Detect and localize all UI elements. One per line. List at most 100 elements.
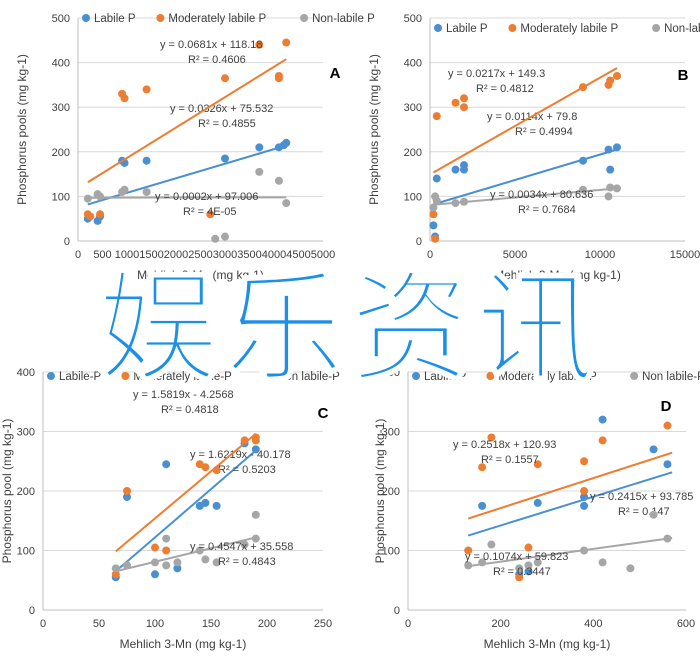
y-tick-label: 500 xyxy=(52,13,70,25)
data-point xyxy=(151,558,159,567)
legend-label: Moderately labile-P xyxy=(133,371,232,383)
trend-r-squared: R² = 0.4855 xyxy=(198,118,256,130)
data-point xyxy=(451,165,460,174)
y-tick-label: 0 xyxy=(416,236,422,248)
y-tick-label: 100 xyxy=(382,546,400,558)
data-point xyxy=(251,534,260,543)
data-point xyxy=(111,570,120,579)
legend-marker xyxy=(412,372,420,380)
data-point xyxy=(255,167,264,176)
data-point xyxy=(274,74,283,83)
data-point xyxy=(142,85,151,94)
trend-equation: y = 0.0217x + 149.3 xyxy=(448,68,545,80)
data-point xyxy=(142,156,151,165)
data-point xyxy=(598,415,607,424)
data-point xyxy=(606,165,615,174)
legend-label: Non labile-P xyxy=(277,371,340,383)
data-point xyxy=(96,210,105,219)
panel-label: B xyxy=(678,67,689,84)
data-point xyxy=(251,445,260,454)
x-tick-label: 2500 xyxy=(188,249,212,261)
data-point xyxy=(515,573,524,582)
data-point xyxy=(123,561,131,570)
data-point xyxy=(626,564,635,573)
trend-r-squared: R² = 0.1557 xyxy=(481,454,539,466)
y-axis-label: Phosphorus pool (mg kg-1) xyxy=(373,419,387,564)
x-tick-label: 50 xyxy=(93,618,105,630)
data-point xyxy=(580,492,589,501)
legend-label: Labile-P xyxy=(59,371,102,383)
panel-label: A xyxy=(330,65,341,82)
x-axis-label: Mehlich 3-Mn (mg kg-1) xyxy=(484,637,611,651)
data-point xyxy=(460,165,468,174)
y-tick-label: 300 xyxy=(382,427,400,439)
trendline xyxy=(115,432,257,553)
trend-r-squared: R² = 0.4994 xyxy=(515,126,573,138)
trend-equation: y = 0.2518x + 120.93 xyxy=(453,439,556,451)
data-point xyxy=(151,570,159,579)
data-point xyxy=(96,192,105,201)
trend-r-squared: R² = 0.5203 xyxy=(218,464,276,476)
x-tick-label: 500 xyxy=(93,249,111,261)
legend-label: Moderately labile P xyxy=(168,13,266,25)
data-point xyxy=(524,561,533,570)
y-tick-label: 0 xyxy=(29,605,35,617)
data-point xyxy=(151,543,159,552)
legend-label: Non labile-P xyxy=(642,371,700,383)
data-point xyxy=(432,112,441,121)
data-point xyxy=(580,546,589,555)
data-point xyxy=(240,540,249,549)
data-point xyxy=(221,74,229,83)
trend-r-squared: R² = 0.3447 xyxy=(493,566,551,578)
data-point xyxy=(613,71,621,80)
data-point xyxy=(206,210,215,219)
x-tick-label: 5000 xyxy=(311,249,335,261)
legend-label: Labile P xyxy=(94,13,136,25)
y-tick-label: 0 xyxy=(64,236,70,248)
x-tick-label: 0 xyxy=(40,618,46,630)
data-point xyxy=(162,534,171,543)
data-point xyxy=(613,143,621,152)
data-point xyxy=(123,487,131,495)
x-axis-label: Mehlich 3-Mn (mg kg-1) xyxy=(494,268,621,282)
legend-marker xyxy=(434,24,442,32)
data-point xyxy=(274,176,283,185)
y-tick-label: 100 xyxy=(52,191,70,203)
data-point xyxy=(451,199,460,208)
chart-panel-d: 0 100 200 300 400 0 200 400 600 Mehlich 3-Mn (mg … xyxy=(373,367,700,651)
data-point xyxy=(255,40,264,49)
x-tick-label: 3500 xyxy=(237,249,261,261)
trend-r-squared: R² = 0.4818 xyxy=(161,404,219,416)
data-point xyxy=(604,145,613,154)
x-tick-label: 4000 xyxy=(262,249,286,261)
legend-marker xyxy=(47,372,55,380)
data-point xyxy=(606,76,615,85)
trend-r-squared: R² = 0.7684 xyxy=(518,204,576,216)
data-point xyxy=(487,540,496,549)
x-tick-label: 2000 xyxy=(164,249,188,261)
data-point xyxy=(251,436,260,445)
data-point xyxy=(201,498,210,507)
data-point xyxy=(432,196,441,205)
trend-r-squared: R² = 0.147 xyxy=(618,506,670,518)
data-point xyxy=(111,564,120,573)
data-point xyxy=(663,534,672,543)
x-tick-label: 200 xyxy=(258,618,276,630)
y-tick-label: 300 xyxy=(404,102,422,114)
x-axis-label: Mehlich 3-Mn (mg kg-1) xyxy=(137,268,264,282)
data-point xyxy=(195,546,204,555)
x-tick-label: 400 xyxy=(584,618,602,630)
legend-label: Non-labile P xyxy=(664,23,700,35)
data-point xyxy=(142,187,151,196)
legend-marker xyxy=(265,372,274,380)
data-point xyxy=(240,436,249,445)
legend-label: Moderately labile P xyxy=(520,23,618,35)
y-tick-label: 100 xyxy=(17,546,35,558)
trend-equation: y = 0.0002x + 97.006 xyxy=(155,191,258,203)
legend-marker xyxy=(156,14,165,22)
y-tick-label: 400 xyxy=(382,367,400,379)
trendline xyxy=(115,449,257,572)
trend-r-squared: R² = 0.4606 xyxy=(188,54,246,66)
